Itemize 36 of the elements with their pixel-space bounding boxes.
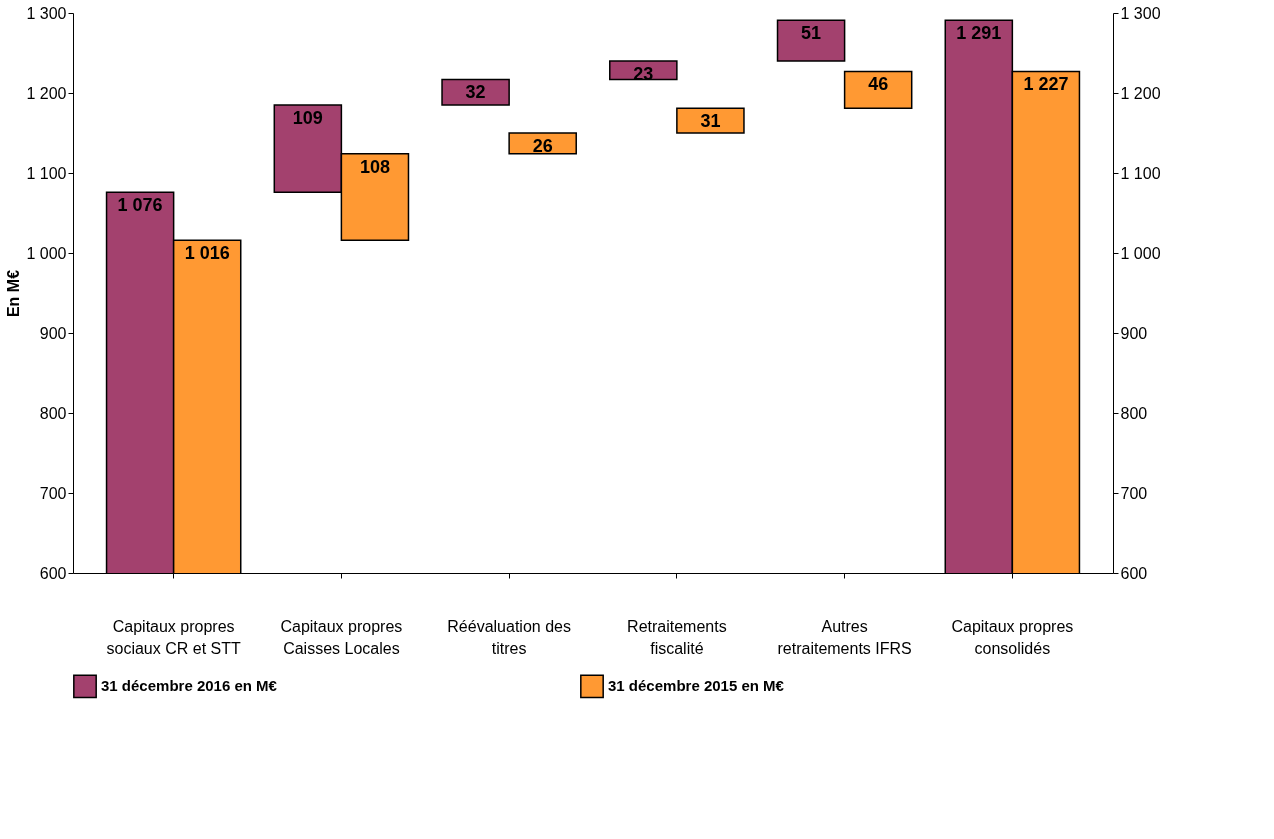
data-label: 51 xyxy=(801,23,822,44)
data-label: 1 016 xyxy=(184,243,230,264)
y2-tick-label: 800 xyxy=(1120,404,1148,422)
y2-tick-label: 900 xyxy=(1120,324,1148,342)
x-tick-label: Capitaux propres sociaux CR et STT xyxy=(106,617,241,657)
data-label: 46 xyxy=(868,74,889,95)
legend-label: 31 décembre 2016 en M€ xyxy=(101,677,278,695)
y-tick-label: 700 xyxy=(39,484,67,502)
y-axis-title: En M€ xyxy=(5,269,23,318)
x-tick-label: Capitaux propres Caisses Locales xyxy=(280,617,403,657)
data-label: 109 xyxy=(292,108,323,128)
y2-tick-label: 1 100 xyxy=(1120,164,1161,182)
y2-tick-label: 600 xyxy=(1120,564,1148,582)
y2-tick-label: 700 xyxy=(1120,484,1148,502)
data-label: 1 076 xyxy=(117,195,163,216)
data-label: 31 xyxy=(700,111,721,132)
data-label: 1 227 xyxy=(1023,74,1069,95)
y2-tick-label: 1 000 xyxy=(1120,244,1161,262)
data-label: 32 xyxy=(465,82,486,103)
y-tick-label: 600 xyxy=(39,564,67,582)
x-tick-label: Capitaux propres consolidés xyxy=(951,617,1074,657)
data-label: 26 xyxy=(532,136,553,156)
y-tick-label: 1 100 xyxy=(26,164,67,182)
data-label: 108 xyxy=(359,156,390,177)
legend-label: 31 décembre 2015 en M€ xyxy=(608,677,785,695)
x-tick-label: Réévaluation des titres xyxy=(447,617,571,657)
y2-tick-label: 1 200 xyxy=(1120,84,1161,102)
y-tick-label: 1 000 xyxy=(26,244,67,262)
y-tick-label: 800 xyxy=(39,404,67,422)
x-tick-label: Autres retraitements IFRS xyxy=(777,617,912,657)
y-tick-label: 1 300 xyxy=(26,4,67,22)
y-tick-label: 1 200 xyxy=(26,84,67,102)
y2-tick-label: 1 300 xyxy=(1120,4,1161,22)
x-tick-label: Retraitements fiscalité xyxy=(627,617,727,657)
data-label: 1 291 xyxy=(956,23,1002,44)
y-tick-label: 900 xyxy=(39,324,67,342)
